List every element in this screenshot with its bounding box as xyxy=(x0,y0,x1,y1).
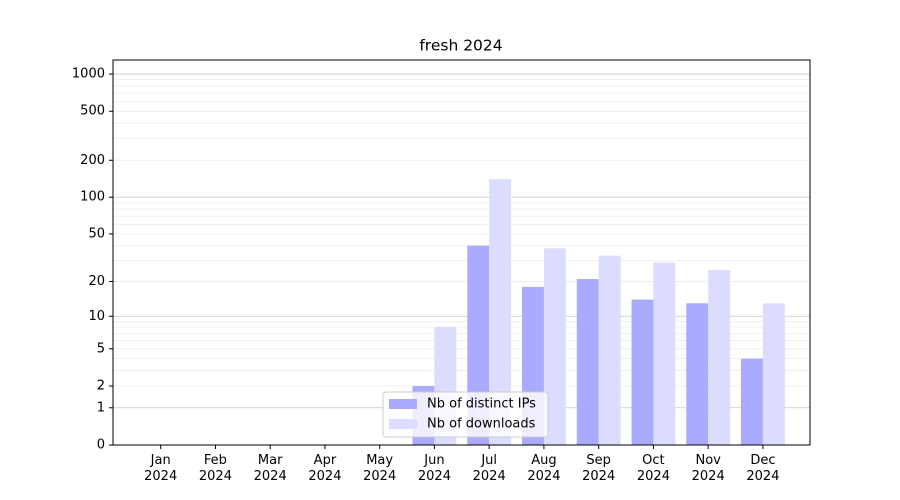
x-tick-label: Jul 2024 xyxy=(472,453,506,484)
legend-swatch xyxy=(389,399,417,409)
bar xyxy=(762,303,785,445)
x-tick-label: Apr 2024 xyxy=(308,453,342,484)
bar xyxy=(489,179,512,445)
y-tick-label: 200 xyxy=(80,153,105,168)
bar xyxy=(686,303,709,445)
x-tick-label: Aug 2024 xyxy=(527,453,561,484)
legend-swatch xyxy=(389,419,417,429)
x-tick-label: Feb 2024 xyxy=(198,453,232,484)
y-tick-label: 100 xyxy=(80,190,105,205)
bar xyxy=(543,248,566,445)
y-tick-label: 10 xyxy=(88,309,105,324)
chart-title: fresh 2024 xyxy=(419,37,502,55)
x-tick-label: Jan 2024 xyxy=(144,453,178,484)
x-tick-label: Jun 2024 xyxy=(417,453,451,484)
y-tick-label: 0 xyxy=(97,438,105,453)
legend: Nb of distinct IPs Nb of downloads xyxy=(382,391,549,438)
y-tick-label: 50 xyxy=(88,226,105,241)
y-tick-label: 1000 xyxy=(72,67,105,82)
x-tick-label: Sep 2024 xyxy=(582,453,616,484)
bar xyxy=(741,358,763,445)
y-tick-label: 1 xyxy=(97,400,105,415)
x-tick-label: Dec 2024 xyxy=(746,453,780,484)
bar xyxy=(708,270,731,445)
y-tick-label: 2 xyxy=(97,379,105,394)
x-tick-label: Oct 2024 xyxy=(636,453,670,484)
y-tick-label: 5 xyxy=(97,341,105,356)
legend-label: Nb of downloads xyxy=(427,417,536,432)
legend-box xyxy=(382,391,549,438)
y-tick-label: 500 xyxy=(80,104,105,119)
x-tick-label: Mar 2024 xyxy=(253,453,287,484)
bar xyxy=(631,299,654,445)
bar xyxy=(653,262,676,445)
bar xyxy=(598,255,621,445)
x-tick-label: May 2024 xyxy=(363,453,397,484)
y-tick-label: 20 xyxy=(88,274,105,289)
x-tick-label: Nov 2024 xyxy=(691,453,725,484)
bar xyxy=(576,279,599,445)
legend-label: Nb of distinct IPs xyxy=(427,397,536,412)
plot-frame xyxy=(112,59,811,446)
